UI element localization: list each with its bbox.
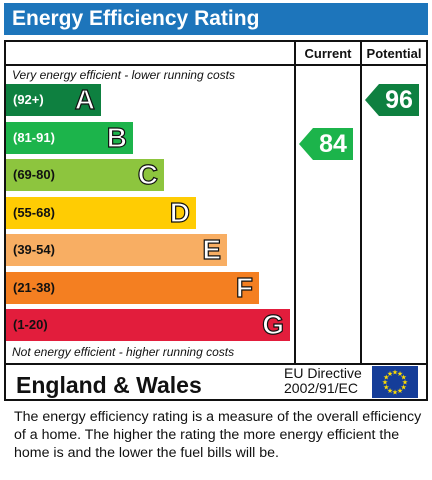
band-range-label: (69-80) [13,167,55,182]
eu-star-icon: ★ [397,370,403,378]
band-letter-label: E [202,233,222,265]
bottom-note: Not energy efficient - higher running co… [12,345,235,359]
eu-star-icon: ★ [392,389,398,397]
current-arrow-shape [299,128,353,160]
eu-star-icon: ★ [401,384,407,392]
band-letter-label: A [74,83,95,115]
eu-star-icon: ★ [383,384,389,392]
eu-directive: EU Directive 2002/91/EC [284,366,362,396]
current-column-header: Current [304,46,352,61]
current-rating-value: 84 [319,130,347,158]
band-f: (21-38) F [6,271,259,304]
region-label: England & Wales [16,372,202,398]
band-letter-label: F [235,271,253,303]
band-letter-label: D [169,196,190,228]
band-g: (1-20) G [6,308,290,341]
eu-star-icon: ★ [387,370,393,378]
eu-star-icon: ★ [397,387,403,395]
band-letter-label: B [106,121,127,153]
current-column-divider [294,40,296,365]
band-range-label: (39-54) [13,242,55,257]
band-a: (92+) A [6,83,101,116]
eu-star-icon: ★ [401,374,407,382]
band-b: (81-91) B [6,121,133,154]
eu-star-icon: ★ [392,369,398,377]
header-row-divider [4,64,428,66]
eu-star-icon: ★ [402,379,408,387]
current-rating-badge: 84 [299,128,353,160]
chart-title: Energy Efficiency Rating [4,3,428,35]
band-range-label: (92+) [13,92,44,107]
potential-column-divider [360,40,362,365]
eu-star-icon: ★ [382,379,388,387]
potential-rating-badge: 96 [365,84,419,116]
band-letter-label: C [137,158,158,190]
footer-box [4,363,428,401]
band-c: (69-80) C [6,158,164,191]
band-letter-label: G [262,308,285,340]
band-range-label: (21-38) [13,280,55,295]
description-text: The energy efficiency rating is a measur… [14,409,422,461]
directive-line-1: EU Directive [284,365,362,381]
band-e: (39-54) E [6,233,227,266]
eu-flag-icon: ★★★★★★★★★★★★ [372,366,418,398]
band-range-label: (81-91) [13,130,55,145]
potential-arrow-shape [365,84,419,116]
potential-rating-value: 96 [385,86,413,114]
band-range-label: (55-68) [13,205,55,220]
potential-column-header: Potential [366,46,422,61]
eu-star-icon: ★ [387,387,393,395]
band-d: (55-68) D [6,196,196,229]
top-note: Very energy efficient - lower running co… [12,68,235,82]
directive-line-2: 2002/91/EC [284,380,358,396]
eu-star-icon: ★ [383,374,389,382]
band-range-label: (1-20) [13,317,48,332]
